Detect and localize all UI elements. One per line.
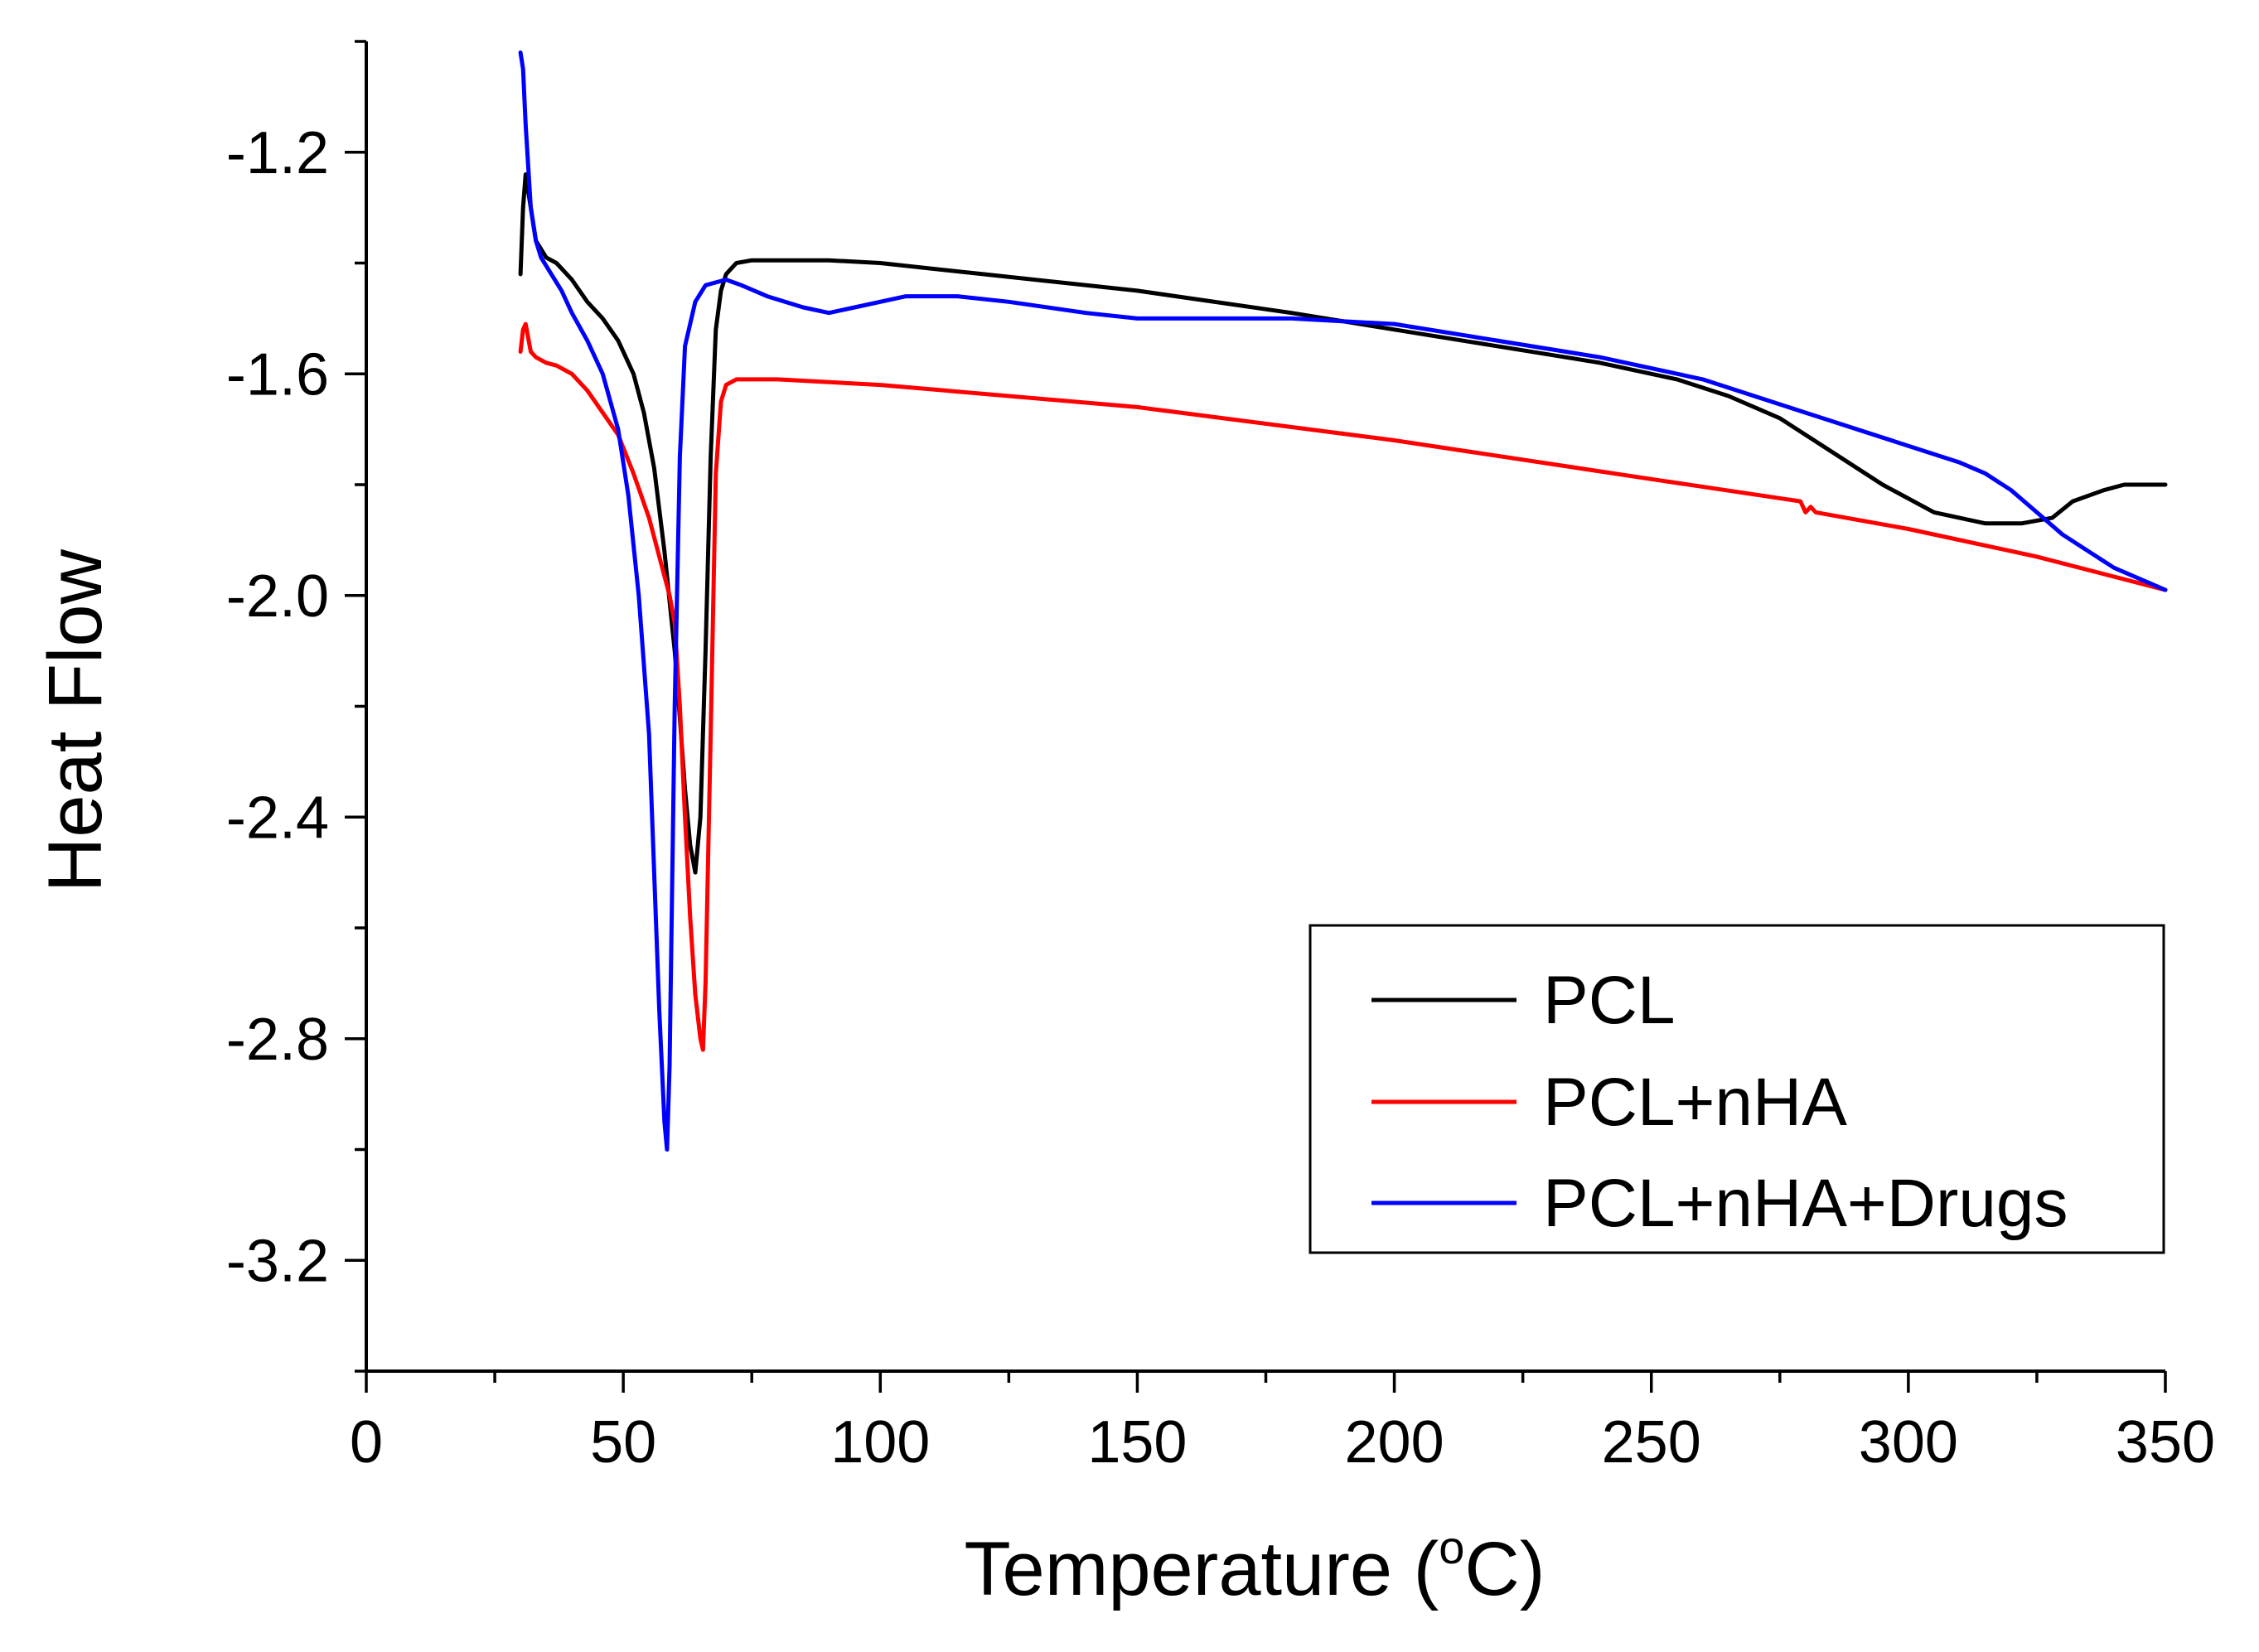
x-ticks: 0 50 100 150 200 250 300 350 [350,1371,2215,1476]
x-axis-title-main: Temperature ( [965,1527,1439,1611]
legend-label: PCL [1543,963,1676,1038]
x-tick-label: 50 [590,1409,656,1476]
axes: 0 50 100 150 200 250 300 350 -1.2 -1.6 -2.0 -2.4 -2… [226,40,2215,1476]
legend-items: PCL PCL+nHA PCL+nHA+Drugs [1371,963,2068,1241]
y-tick-label: -1.6 [226,341,329,408]
y-tick-label: -3.2 [226,1228,329,1294]
y-tick-label: -1.2 [226,120,329,186]
series-line-pcl-nha [518,321,2168,1052]
x-axis-title-suffix: C) [1464,1527,1545,1611]
plot-series [518,50,2168,1152]
x-tick-label: 350 [2116,1409,2215,1476]
legend-label: PCL+nHA+Drugs [1543,1166,2068,1241]
legend-box [1308,924,2165,1254]
series-line-pcl-nha-drugs [518,50,2168,1152]
x-tick-label: 100 [830,1409,930,1476]
series-line-pcl [518,172,2168,875]
legend-label: PCL+nHA [1543,1065,1847,1140]
y-ticks: -1.2 -1.6 -2.0 -2.4 -2.8 -3.2 [226,40,366,1373]
x-axis-title: Temperature (oC) [965,1521,1546,1611]
y-tick-label: -2.4 [226,785,329,851]
legend: PCL PCL+nHA PCL+nHA+Drugs [1308,924,2165,1254]
x-tick-label: 250 [1602,1409,1701,1476]
y-tick-label: -2.0 [226,563,329,630]
y-tick-label: -2.8 [226,1007,329,1073]
x-tick-label: 200 [1345,1409,1444,1476]
x-tick-label: 150 [1087,1409,1187,1476]
x-tick-label: 0 [350,1409,383,1476]
x-axis-title-sup: o [1439,1521,1464,1573]
y-axis-title: Heat Flow [33,548,118,892]
x-tick-label: 300 [1859,1409,1958,1476]
